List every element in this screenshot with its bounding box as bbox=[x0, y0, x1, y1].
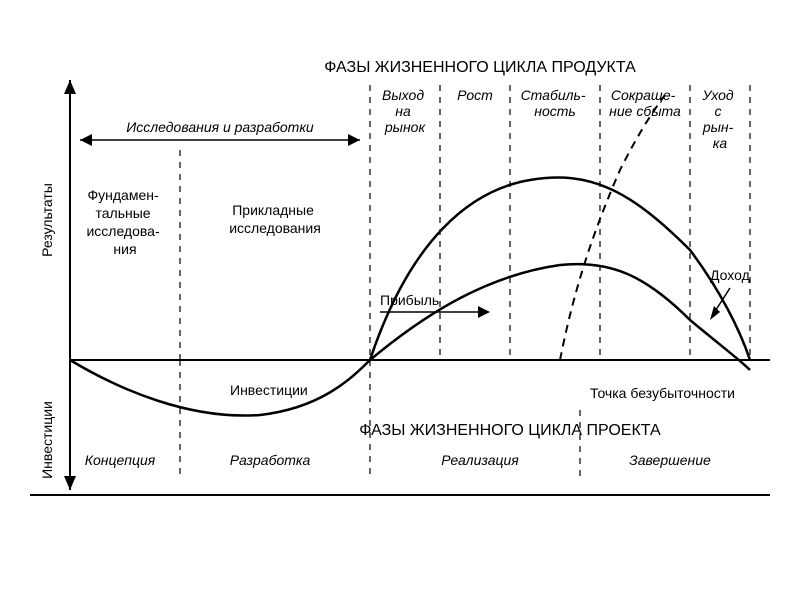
y-label-top: Результаты bbox=[39, 183, 55, 257]
label-investments: Инвестиции bbox=[230, 382, 308, 398]
phase-entry: Выход на рынок bbox=[382, 87, 428, 135]
label-income: Доход bbox=[710, 267, 750, 283]
y-axis-arrow-up bbox=[64, 80, 76, 94]
phase-exit: Уход с рын- ка bbox=[701, 87, 737, 151]
lifecycle-diagram: Результаты Инвестиции ФАЗЫ ЖИЗНЕННОГО ЦИ… bbox=[30, 50, 770, 510]
label-profit: Прибыль bbox=[380, 292, 439, 308]
rd-arrow-left bbox=[80, 134, 92, 146]
y-label-bottom: Инвестиции bbox=[39, 401, 55, 479]
phase-growth: Рост bbox=[457, 87, 493, 103]
title-project-lifecycle: ФАЗЫ ЖИЗНЕННОГО ЦИКЛА ПРОЕКТА bbox=[359, 422, 661, 439]
phase-decline: Сокраще- ние сбыта bbox=[609, 87, 681, 119]
project-phase-dev: Разработка bbox=[230, 452, 311, 468]
rd-header: Исследования и разработки bbox=[126, 119, 314, 135]
title-product-lifecycle: ФАЗЫ ЖИЗНЕННОГО ЦИКЛА ПРОДУКТА bbox=[324, 59, 636, 76]
label-breakeven: Точка безубыточности bbox=[590, 385, 735, 401]
project-phase-close: Завершение bbox=[629, 452, 711, 468]
stage-fundamental: Фундамен- тальные исследова- ния bbox=[86, 187, 163, 257]
stage-applied: Прикладные исследования bbox=[229, 202, 321, 236]
curve-breakeven bbox=[560, 95, 665, 360]
arrow-income-head bbox=[710, 306, 720, 320]
phase-stability: Стабиль- ность bbox=[521, 87, 590, 119]
project-phase-concept: Концепция bbox=[85, 452, 156, 468]
rd-arrow-right bbox=[348, 134, 360, 146]
arrow-profit-head bbox=[478, 306, 490, 318]
y-axis-arrow-down bbox=[64, 476, 76, 490]
curve-income bbox=[370, 178, 750, 360]
project-phase-impl: Реализация bbox=[441, 452, 519, 468]
